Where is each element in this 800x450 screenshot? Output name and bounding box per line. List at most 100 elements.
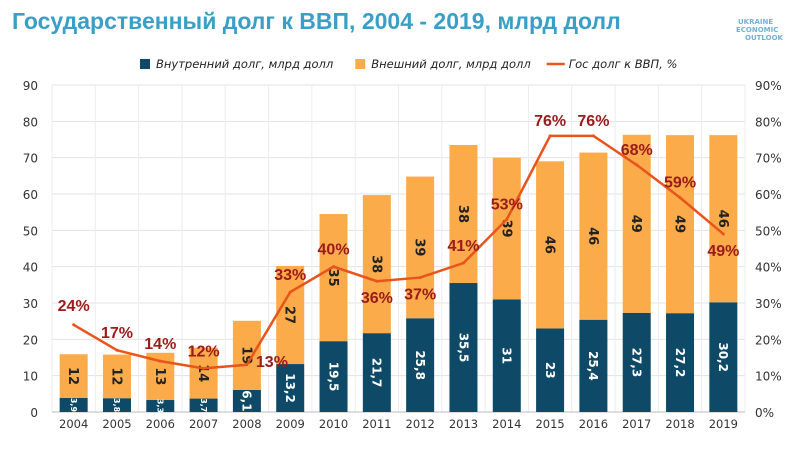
y-tick-label: 70 <box>23 152 38 166</box>
legend-label: Внешний долг, млрд долл <box>371 57 531 71</box>
y2-tick-label: 50% <box>755 224 782 238</box>
legend-label: Внутренний долг, млрд долл <box>156 57 334 71</box>
line-debt-gdp <box>73 134 725 370</box>
x-tick-label: 2012 <box>406 417 435 431</box>
bar-external <box>449 144 478 284</box>
x-tick-label: 2011 <box>362 417 391 431</box>
bar-label-external: 46 <box>715 210 730 228</box>
bar-external <box>276 265 305 365</box>
y2-tick-label: 20% <box>755 333 782 347</box>
bar-label-domestic: 21,7 <box>370 358 384 388</box>
y2-tick-label: 80% <box>755 115 782 129</box>
x-tick-label: 2009 <box>276 417 305 431</box>
bar-label-external: 38 <box>368 255 383 273</box>
bar-domestic <box>59 397 88 412</box>
x-tick-label: 2014 <box>492 417 521 431</box>
bar-domestic <box>189 398 218 412</box>
line-data-label: 53% <box>491 196 523 213</box>
x-tick-label: 2008 <box>232 417 261 431</box>
bar-label-domestic: 23 <box>543 362 557 379</box>
bar-external <box>59 354 88 398</box>
bar-label-external: 49 <box>628 215 643 233</box>
bar-label-external: 35 <box>325 269 340 287</box>
bar-label-external: 39 <box>412 238 427 256</box>
bar-domestic <box>102 398 131 412</box>
y2-tick-label: 90% <box>755 79 782 93</box>
y-tick-label: 80 <box>23 115 38 129</box>
line-point <box>591 134 595 138</box>
line-data-label: 14% <box>144 336 176 353</box>
y2-tick-label: 60% <box>755 188 782 202</box>
bar-label-domestic: 6,1 <box>240 390 254 411</box>
bar-external <box>406 176 435 319</box>
bar-label-external: 27 <box>282 306 297 324</box>
bar-external <box>536 161 565 329</box>
bar-label-domestic: 25,4 <box>586 351 600 381</box>
line-point <box>115 348 119 352</box>
bar-domestic <box>622 312 651 412</box>
line-data-label: 24% <box>58 298 90 315</box>
line-point <box>678 196 682 200</box>
bar-label-external: 13 <box>152 367 167 385</box>
bar-label-domestic: 13,2 <box>283 373 297 403</box>
x-tick-label: 2015 <box>535 417 564 431</box>
line-point <box>375 279 379 283</box>
y2-tick-label: 0% <box>755 406 774 420</box>
line-data-label: 40% <box>318 242 350 259</box>
line-point <box>418 276 422 280</box>
bar-label-external: 38 <box>455 205 470 223</box>
bar-domestic <box>492 299 521 412</box>
bar-label-external: 46 <box>542 236 557 254</box>
legend-label: Гос долг к ВВП, % <box>569 57 678 71</box>
x-tick-label: 2013 <box>449 417 478 431</box>
bar-external <box>709 135 738 303</box>
x-tick-label: 2016 <box>579 417 608 431</box>
bar-domestic <box>579 319 608 412</box>
line-data-label: 49% <box>707 243 739 260</box>
y-tick-label: 90 <box>23 79 38 93</box>
line-data-label: 33% <box>274 267 306 284</box>
y-tick-label: 10 <box>23 370 38 384</box>
x-tick-label: 2019 <box>709 417 738 431</box>
line-data-label: 37% <box>404 287 436 304</box>
x-tick-label: 2004 <box>59 417 88 431</box>
line-data-label: 13% <box>256 354 288 371</box>
line-data-label: 59% <box>664 175 696 192</box>
y-tick-label: 30 <box>23 297 38 311</box>
x-tick-label: 2005 <box>102 417 131 431</box>
line-data-label: 12% <box>188 343 220 360</box>
x-tick-label: 2007 <box>189 417 218 431</box>
line-point <box>548 134 552 138</box>
line-point <box>245 363 249 367</box>
bar-domestic <box>362 333 391 412</box>
x-tick-label: 2018 <box>665 417 694 431</box>
bar-label-external: 49 <box>672 215 687 233</box>
bar-label-external: 12 <box>65 367 80 385</box>
bar-label-domestic: 3,3 <box>155 399 164 413</box>
line-point <box>332 265 336 269</box>
line-data-label: 76% <box>534 113 566 130</box>
bar-label-domestic: 3,8 <box>112 398 121 413</box>
bar-label-domestic: 31 <box>500 347 514 364</box>
logo: UKRAINE ECONOMIC OUTLOOK <box>736 18 783 42</box>
x-tick-label: 2017 <box>622 417 651 431</box>
bar-external <box>579 152 608 320</box>
bar-label-external: 46 <box>585 227 600 245</box>
y2-tick-label: 40% <box>755 261 782 275</box>
bar-label-external: 12 <box>108 367 123 385</box>
x-tick-label: 2006 <box>146 417 175 431</box>
y-tick-label: 20 <box>23 333 38 347</box>
bar-label-domestic: 3,7 <box>199 398 208 412</box>
line-point <box>202 366 206 370</box>
line-data-label: 41% <box>447 238 479 255</box>
line-data-label: 36% <box>361 290 393 307</box>
y-tick-label: 40 <box>23 261 38 275</box>
bar-domestic <box>232 389 261 412</box>
y-tick-label: 0 <box>30 406 38 420</box>
bar-external <box>102 354 131 399</box>
y-tick-label: 60 <box>23 188 38 202</box>
bar-external <box>319 213 348 342</box>
line-data-label: 17% <box>101 325 133 342</box>
bar-domestic <box>276 364 305 412</box>
